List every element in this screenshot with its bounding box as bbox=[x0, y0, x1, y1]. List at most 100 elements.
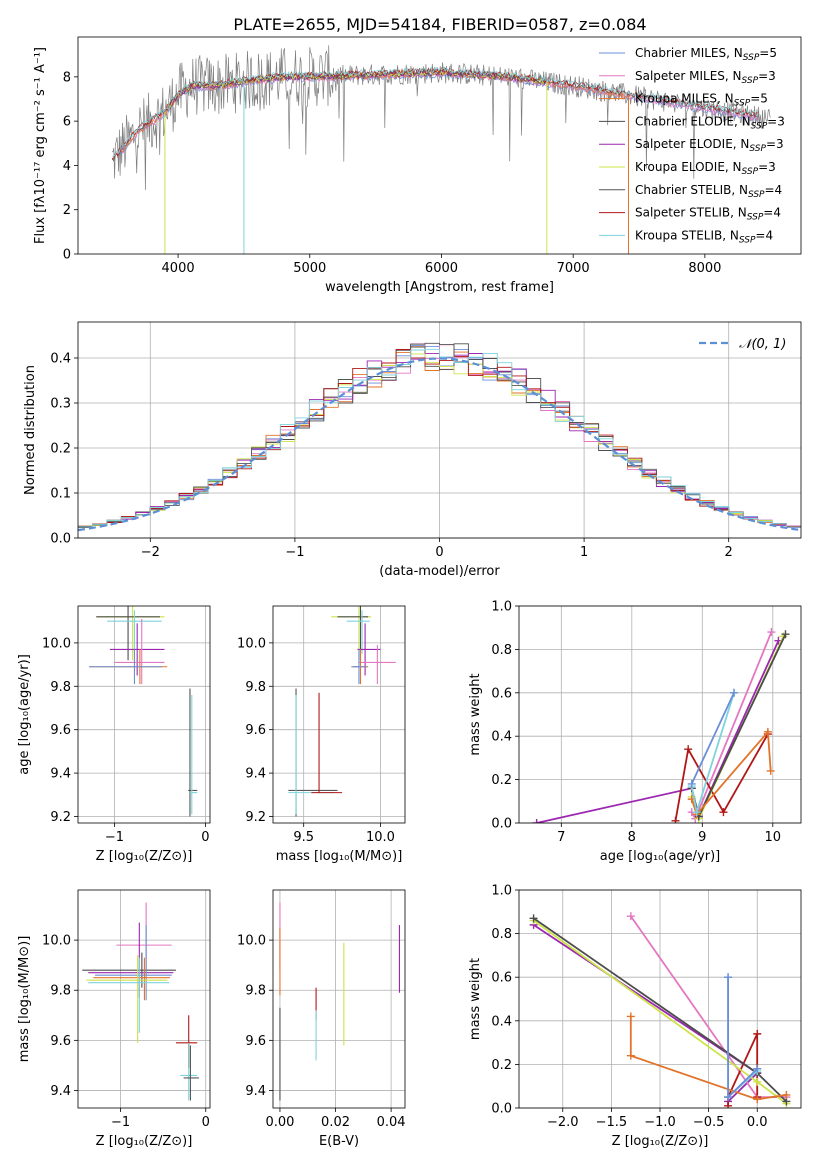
y-tick-label: 9.8 bbox=[245, 984, 266, 999]
x-tick-label: 0.02 bbox=[321, 1115, 350, 1130]
histogram-kroupa_stelib bbox=[78, 348, 801, 528]
y-tick-label: 9.2 bbox=[50, 810, 71, 825]
x-tick-label: 2 bbox=[725, 545, 733, 560]
x-tick-label: 10.0 bbox=[366, 830, 395, 845]
y-tick-label: 9.6 bbox=[50, 723, 71, 738]
errorbar-point bbox=[88, 957, 170, 1033]
y-tick-label: 9.4 bbox=[50, 1084, 71, 1099]
legend-entry: Salpeter STELIB, NSSP=4 bbox=[635, 206, 781, 223]
x-tick-label: 8 bbox=[628, 830, 636, 845]
y-tick-label: 0.1 bbox=[50, 487, 71, 502]
x-tick-label: 0.04 bbox=[377, 1115, 406, 1130]
y-tick-label: 9.6 bbox=[245, 723, 266, 738]
errorbar-point bbox=[346, 610, 370, 654]
x-axis-label: Z [log₁₀(Z/Z⊙)] bbox=[96, 1134, 193, 1149]
figure-title: PLATE=2655, MJD=54184, FIBERID=0587, z=0… bbox=[233, 15, 646, 34]
y-tick-label: 9.6 bbox=[245, 1034, 266, 1049]
y-tick-label: 0.0 bbox=[491, 1102, 512, 1117]
errorbar-point bbox=[311, 692, 343, 794]
panel-age_vs_Z: −1 0 9.2 9.4 9.6 9.8 10.0 Z [log₁₀(Z/Z⊙)] age [l… bbox=[17, 605, 211, 864]
x-tick-label: 0.00 bbox=[265, 1115, 294, 1130]
legend-entry: Salpeter MILES, NSSP=3 bbox=[635, 69, 776, 86]
plot-area bbox=[529, 912, 791, 1108]
y-tick-label: 0.4 bbox=[491, 1014, 512, 1029]
x-tick-label: −2.0 bbox=[547, 1115, 579, 1130]
errorbar-point bbox=[188, 688, 198, 817]
errorbar-point bbox=[180, 1042, 198, 1101]
weight-marker bbox=[753, 1077, 762, 1086]
y-tick-label: 0.4 bbox=[491, 730, 512, 745]
weight-marker bbox=[671, 816, 680, 823]
axes-frame bbox=[77, 321, 802, 539]
x-tick-label: −1 bbox=[105, 830, 124, 845]
axes-frame bbox=[77, 605, 211, 824]
weight-marker bbox=[724, 1093, 733, 1102]
y-tick-label: 0.6 bbox=[491, 971, 512, 986]
y-axis-label: mass [log₁₀(M/M⊙)] bbox=[17, 936, 32, 1063]
weight-marker bbox=[724, 973, 733, 982]
errorbar-point bbox=[337, 606, 369, 661]
weight-marker bbox=[753, 1095, 762, 1104]
plot-area bbox=[88, 606, 198, 817]
x-axis-label: mass [log₁₀(M/M⊙)] bbox=[276, 849, 403, 864]
y-tick-label: 9.2 bbox=[245, 810, 266, 825]
weight-marker bbox=[684, 745, 693, 754]
weight-series-chabrier_miles bbox=[690, 692, 735, 785]
model-kroupa_stelib bbox=[112, 66, 758, 157]
y-tick-label: 9.8 bbox=[50, 680, 71, 695]
weight-marker bbox=[724, 1101, 733, 1108]
errorbar-point bbox=[86, 955, 168, 1043]
y-tick-label: 8 bbox=[63, 70, 71, 85]
histogram-salpeter_stelib bbox=[78, 349, 801, 528]
weight-marker bbox=[753, 1029, 762, 1038]
weight-marker bbox=[626, 1012, 635, 1021]
weight-marker bbox=[763, 727, 772, 736]
errorbar-point bbox=[358, 645, 396, 685]
panel-mass_vs_ebv: 0.00 0.02 0.04 9.4 9.6 9.8 10.0 E(B-V) bbox=[237, 889, 406, 1149]
x-tick-label: 9.5 bbox=[293, 830, 314, 845]
errorbar-point bbox=[288, 694, 335, 815]
legend-entry: Kroupa ELODIE, NSSP=3 bbox=[635, 160, 776, 177]
x-tick-label: 1 bbox=[580, 545, 588, 560]
histogram-chabrier_stelib bbox=[78, 342, 801, 528]
y-tick-label: 0.8 bbox=[491, 927, 512, 942]
histogram-chabrier_elodie bbox=[78, 343, 801, 529]
weight-marker bbox=[730, 688, 739, 697]
x-axis-label: age [log₁₀(age/yr)] bbox=[600, 849, 721, 864]
errorbar-point bbox=[183, 1045, 199, 1101]
y-tick-label: 0.2 bbox=[491, 1058, 512, 1073]
x-tick-label: −1 bbox=[285, 545, 304, 560]
panel-spectrum: 4000 5000 6000 7000 8000 0 2 4 6 8 wavelength [Ang… bbox=[33, 36, 802, 295]
x-tick-label: 9 bbox=[698, 830, 706, 845]
y-tick-label: 0.3 bbox=[50, 397, 71, 412]
x-tick-label: 4000 bbox=[162, 261, 195, 276]
x-tick-label: 7000 bbox=[557, 261, 590, 276]
errorbar-point bbox=[82, 952, 176, 988]
x-tick-label: 6000 bbox=[425, 261, 458, 276]
y-tick-label: 0.0 bbox=[50, 532, 71, 547]
errorbar-point bbox=[88, 649, 162, 685]
weight-series-kroupa_elodie bbox=[690, 636, 785, 822]
axes-frame bbox=[518, 889, 802, 1109]
weight-marker bbox=[692, 808, 701, 817]
x-tick-label: 5000 bbox=[293, 261, 326, 276]
weight-marker bbox=[626, 912, 635, 921]
y-tick-label: 9.4 bbox=[245, 1084, 266, 1099]
plot-area bbox=[82, 902, 199, 1101]
x-tick-label: −1.0 bbox=[644, 1115, 676, 1130]
weight-series-salpeter_elodie bbox=[536, 640, 780, 823]
errorbar-point bbox=[95, 925, 172, 1001]
y-tick-label: 0.2 bbox=[491, 773, 512, 788]
y-tick-label: 0.0 bbox=[491, 817, 512, 832]
x-axis-label: Z [log₁₀(Z/Z⊙)] bbox=[612, 1134, 709, 1149]
x-tick-label: −2 bbox=[141, 545, 160, 560]
weight-series-salpeter_elodie bbox=[533, 924, 759, 1103]
weight-marker bbox=[719, 808, 728, 817]
y-tick-label: 9.8 bbox=[245, 680, 266, 695]
x-tick-label: −1.5 bbox=[596, 1115, 628, 1130]
panel-weight_vs_age: 7 8 9 10 0.0 0.2 0.4 0.6 0.8 1.0 age [log₁₀(age/yr… bbox=[468, 600, 802, 864]
x-tick-label: 8000 bbox=[688, 261, 721, 276]
x-tick-label: −1 bbox=[111, 1115, 130, 1130]
plot-area bbox=[288, 606, 396, 817]
y-tick-label: 9.4 bbox=[245, 767, 266, 782]
